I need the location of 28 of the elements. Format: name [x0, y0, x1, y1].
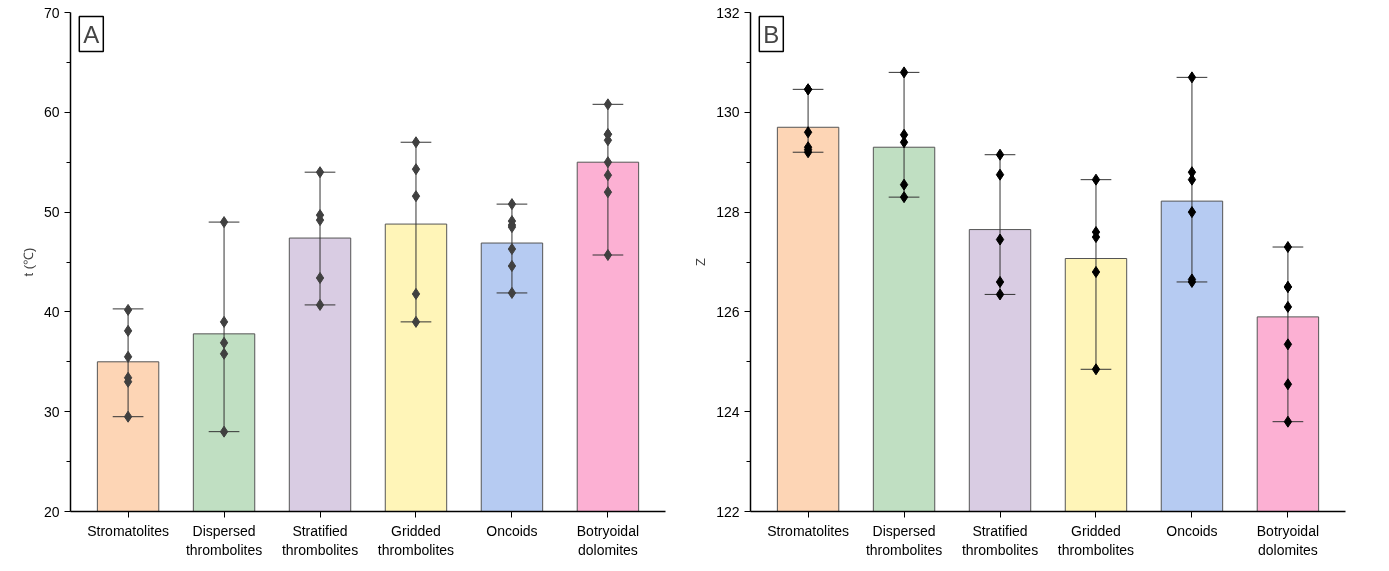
x-tick-label: Botryoidal dolomites — [1256, 522, 1320, 558]
y-tick-label: 132 — [716, 4, 740, 21]
x-tick-label: Oncoids — [486, 522, 538, 539]
x-tick-label: Gridded thrombolites — [1057, 522, 1135, 558]
y-tick-label: 122 — [716, 503, 740, 520]
y-axis-title: Z — [693, 257, 709, 266]
y-tick-label: 40 — [43, 303, 60, 320]
y-tick-label: 30 — [43, 403, 60, 420]
y-tick-label: 60 — [43, 104, 60, 121]
y-tick-label: 70 — [43, 4, 60, 21]
y-tick-label: 130 — [716, 104, 740, 121]
annotation: A — [83, 20, 100, 48]
y-tick-label: 128 — [716, 204, 740, 221]
annotation: B — [763, 20, 780, 48]
x-tick-label: Stratified thrombolites — [281, 522, 359, 558]
x-tick-label: Botryoidal dolomites — [576, 522, 640, 558]
x-tick-label: Dispersed thrombolites — [185, 522, 263, 558]
y-tick-label: 124 — [716, 403, 740, 420]
x-tick-label: Stromatolites — [767, 522, 849, 539]
x-tick-label: Stratified thrombolites — [961, 522, 1039, 558]
x-tick-label: Stromatolites — [87, 522, 169, 539]
x-tick-label: Oncoids — [1166, 522, 1218, 539]
x-tick-label: Dispersed thrombolites — [865, 522, 943, 558]
y-axis-title: t (℃) — [20, 247, 36, 277]
y-tick-label: 20 — [43, 503, 60, 520]
x-tick-label: Gridded thrombolites — [377, 522, 455, 558]
y-tick-label: 50 — [43, 204, 60, 221]
y-tick-label: 126 — [716, 303, 740, 320]
